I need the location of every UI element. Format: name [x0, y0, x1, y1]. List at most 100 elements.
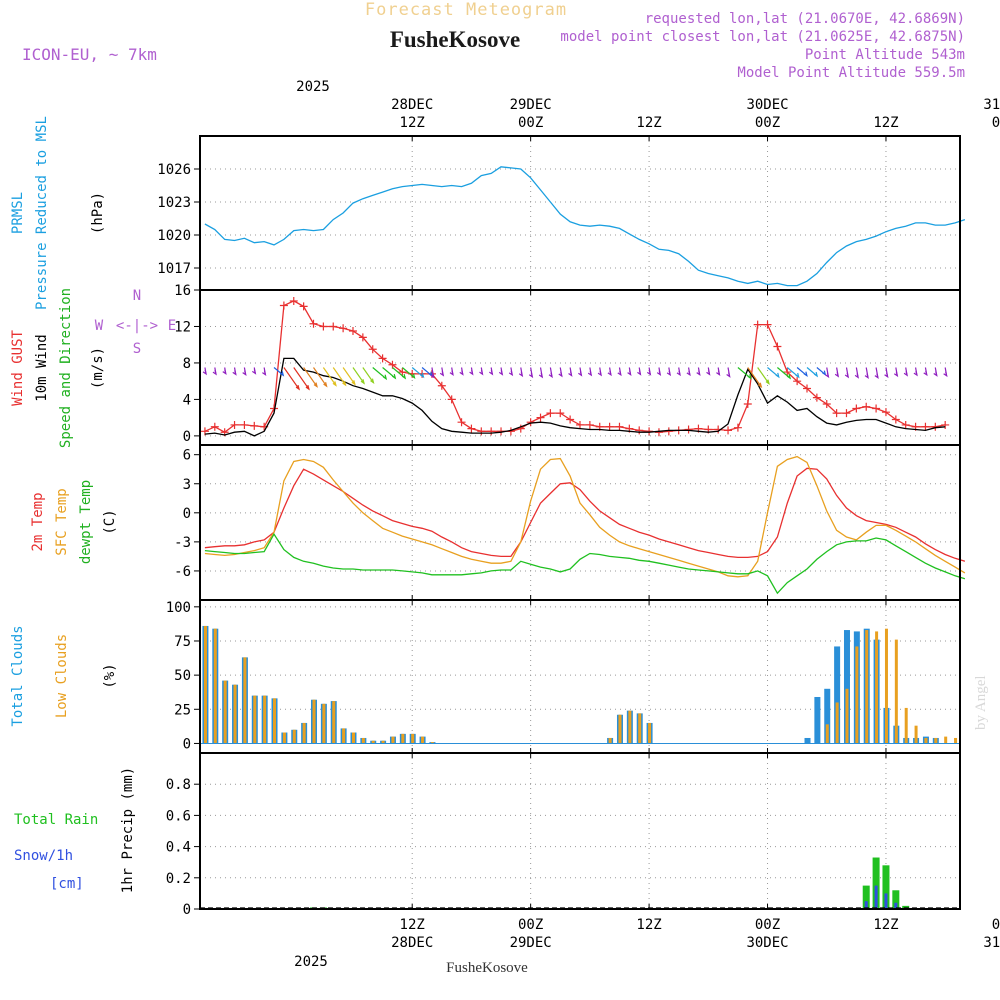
y-tick-label: 75 [174, 634, 191, 650]
gust-point [941, 420, 950, 429]
wind-arrow-head [775, 372, 780, 379]
wind-arrow-head [706, 370, 711, 376]
wind-arrow [303, 367, 318, 387]
gust-point [684, 425, 693, 434]
gust-point [378, 354, 387, 363]
wind-arrow-head [420, 372, 425, 379]
bottom-axis-date: 30DEC [746, 935, 788, 951]
low-cloud-bar [638, 713, 642, 744]
gust-point [319, 322, 328, 331]
gust-point [240, 420, 249, 429]
panel-label: (m/s) [90, 347, 106, 389]
y-tick-label: 1017 [157, 261, 191, 277]
wind-arrow-head [864, 373, 869, 380]
gust-point [309, 319, 318, 328]
low-cloud-bar [332, 701, 336, 744]
gust-point [348, 327, 357, 336]
low-cloud-bar [865, 630, 869, 744]
bottom-year: 2025 [294, 954, 328, 970]
low-cloud-bar [894, 639, 898, 744]
y-tick-label: 0 [183, 506, 191, 522]
gust-point [605, 422, 614, 431]
wind-arrow-head [332, 381, 337, 387]
wind-arrow-head [637, 370, 642, 376]
panel-label: [cm] [50, 876, 84, 892]
wind-arrow-head [382, 374, 388, 381]
y-tick-label: -6 [174, 564, 191, 580]
wind-arrow-head [279, 371, 285, 377]
low-cloud-bar [608, 737, 612, 744]
wind-arrow-head [242, 370, 247, 376]
temperature-panel: -6 -3 0 3 6 [174, 444, 966, 601]
gust-point [457, 418, 466, 427]
low-cloud-bar [411, 733, 415, 744]
gust-point [753, 320, 762, 329]
wind-arrow-head [913, 370, 918, 377]
wind-arrow-head [508, 370, 514, 377]
wind-arrow-head [360, 379, 365, 385]
wind-arrow-head [795, 372, 800, 379]
top-axis-hour: 00Z [518, 115, 543, 131]
wind-arrow-head [844, 372, 850, 379]
wind-arrow-head [716, 370, 721, 376]
wind-arrow-head [568, 371, 573, 377]
top-axis-hour: 00Z [992, 115, 1000, 131]
wind-arrow-head [656, 370, 662, 376]
gust-point [546, 409, 555, 418]
wind-arrow-head [874, 373, 879, 380]
compass-n: N [133, 288, 141, 304]
y-tick-label: -3 [174, 535, 191, 551]
y-tick-label: 0.4 [166, 840, 191, 856]
bottom-axis-hour: 12Z [400, 917, 425, 933]
wind-arrow-head [449, 370, 454, 376]
low-cloud-bar [875, 631, 879, 744]
gust-point [279, 301, 288, 310]
total-cloud-bar [843, 630, 850, 744]
y-tick-label: 1026 [157, 162, 191, 178]
wind-arrow-head [323, 382, 328, 388]
panel-label: Total Rain [14, 812, 98, 828]
top-axis-date: 29DEC [510, 97, 552, 113]
rain-bar [862, 885, 870, 909]
bottom-axis-hour: 12Z [636, 917, 661, 933]
product-title: Forecast Meteogram [365, 0, 567, 20]
wind-arrow [352, 367, 365, 384]
gust-point [536, 413, 545, 422]
gust-point [398, 368, 407, 377]
top-axis-hour: 12Z [400, 115, 425, 131]
wind-arrow-head [813, 371, 819, 378]
gust-point [477, 427, 486, 436]
cloud-panel: 0 25 50 75 100 [166, 599, 961, 754]
wind-arrow-head [401, 373, 407, 380]
low-cloud-bar [391, 736, 395, 744]
y-tick-label: 0.6 [166, 808, 191, 824]
low-cloud-bar [914, 725, 918, 744]
wind-arrow-head [884, 372, 889, 379]
wind-arrow-head [578, 371, 583, 377]
low-cloud-bar [243, 657, 247, 744]
wind-arrow-head [696, 370, 701, 376]
wind-arrow-head [686, 370, 691, 377]
low-cloud-bar [884, 628, 888, 744]
low-cloud-bar [954, 737, 958, 744]
low-cloud-bar [381, 740, 385, 744]
wind-arrow-head [893, 371, 899, 378]
wind-arrow-head [370, 378, 375, 384]
low-cloud-bar [223, 680, 227, 744]
panel-label: PRMSL [10, 192, 26, 234]
model-name: ICON-EU, ~ 7km [22, 45, 157, 64]
gust-point [872, 404, 881, 413]
bottom-axis-date: 28DEC [391, 935, 433, 951]
rain-bar [892, 890, 900, 909]
wind-arrow [283, 367, 300, 390]
wind-arrow-head [342, 380, 347, 387]
wind-arrow-head [786, 373, 792, 380]
wind-arrow-head [439, 371, 445, 377]
wind-arrow-head [933, 371, 938, 377]
panel-label: (hPa) [90, 192, 106, 234]
wind-arrow-head [747, 374, 752, 380]
gust-point [783, 368, 792, 377]
gust-point [822, 399, 831, 408]
gust-point [299, 302, 308, 311]
wind-arrow-head [923, 370, 928, 377]
